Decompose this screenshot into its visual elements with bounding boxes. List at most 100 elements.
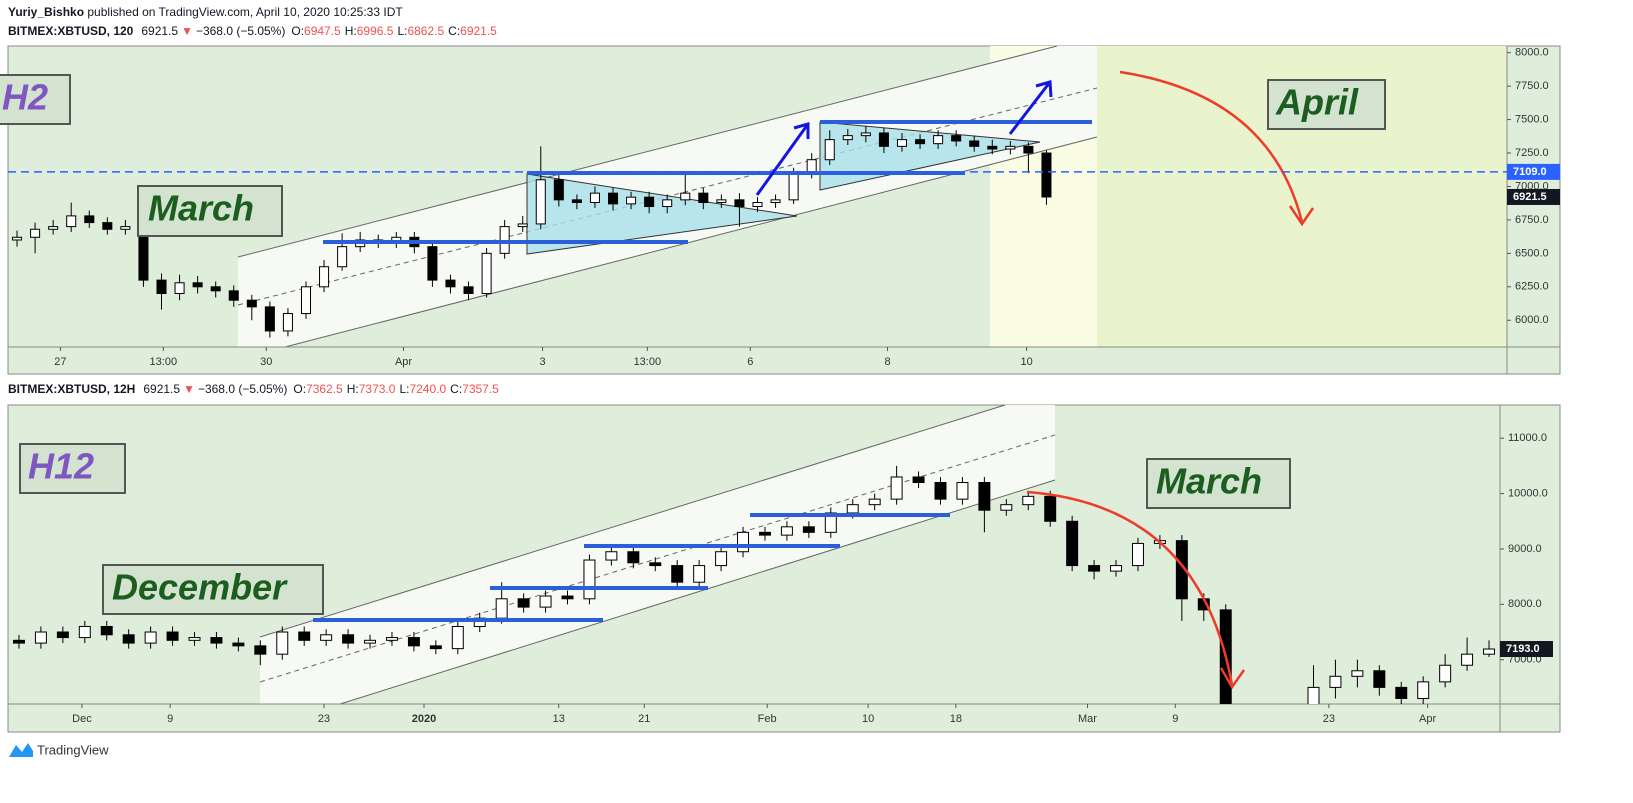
arrow (1119, 70, 1315, 227)
candle-body (300, 286, 312, 315)
candle-body (1461, 653, 1474, 666)
down-icon: ▼ (181, 24, 193, 38)
candle-body (228, 290, 239, 301)
channel-line (237, 45, 1058, 258)
x-tick-label: 8 (884, 356, 890, 368)
x-tick-label: 10 (1020, 356, 1032, 368)
x-tick-label: 27 (54, 356, 66, 368)
x-tick-label: Apr (395, 356, 412, 368)
candle-body (102, 222, 113, 230)
candle-body (788, 172, 799, 201)
candle-body (1439, 664, 1452, 683)
channel-line (339, 479, 1056, 705)
candle-body (978, 482, 991, 511)
candle-body (1041, 152, 1052, 198)
channel-mid (259, 434, 1056, 683)
x-tick-label: 2020 (412, 713, 436, 725)
candle-body (1483, 648, 1496, 655)
ohlc-key: H: (345, 24, 357, 38)
candle-body (1417, 681, 1430, 699)
candle-body (34, 631, 47, 644)
candle-body (589, 192, 600, 204)
price-tag (1507, 188, 1560, 205)
candle-body (770, 199, 781, 204)
candle-body (12, 639, 25, 644)
candle-body (608, 192, 619, 205)
x-tick-label: 6 (747, 356, 753, 368)
candle-body (933, 135, 944, 145)
arrow (1008, 80, 1053, 135)
candle-body (715, 551, 728, 567)
price-tag (1500, 641, 1553, 658)
x-tick-label: Mar (1078, 713, 1097, 725)
candle-body (120, 226, 131, 230)
arrow (755, 122, 810, 196)
candle-body (956, 482, 969, 500)
candle-body (649, 562, 662, 567)
candle-body (824, 139, 835, 161)
candle-body (499, 226, 510, 254)
candle-body (583, 559, 596, 600)
candle-body (451, 625, 464, 650)
drawings: H12 December March (19, 443, 1291, 690)
x-tick-label: 9 (1172, 713, 1178, 725)
drawings: H2 March April (0, 70, 1386, 244)
candle-body (878, 132, 889, 147)
candle-body (12, 236, 23, 241)
channel-line (259, 404, 1006, 638)
published: published on TradingView.com, April 10, … (87, 5, 403, 19)
arrow (1026, 490, 1246, 690)
y-tick-label: 7250.0 (1515, 147, 1549, 159)
candle-body (693, 565, 706, 583)
candle-body (1329, 675, 1342, 688)
candles (12, 126, 1052, 338)
candle-body (605, 551, 618, 561)
price-tag (1507, 163, 1560, 180)
symbol-line: BITMEX:XBTUSD, 120 6921.5 ▼ −368.0 (−5.05%)… (8, 24, 497, 38)
candle-body (342, 634, 355, 644)
candle-body (842, 135, 853, 141)
x-tick-label: 9 (167, 713, 173, 725)
candle-body (210, 637, 223, 644)
ohlc-value: 7373.0 (359, 382, 396, 396)
candle-body (553, 179, 564, 201)
candle-body (680, 192, 691, 201)
author: Yuriy_Bishko (8, 5, 84, 19)
candle-body (188, 637, 201, 641)
candle-body (539, 595, 552, 608)
symbol-line: BITMEX:XBTUSD, 12H 6921.5 ▼ −368.0 (−5.05%)… (8, 382, 499, 396)
candle-body (860, 132, 871, 137)
candle-body (122, 634, 135, 644)
symbol: BITMEX:XBTUSD, 120 (8, 24, 134, 38)
ohlc-key: O: (293, 382, 306, 396)
candle-body (463, 286, 474, 294)
ohlc-value: 6996.5 (357, 24, 394, 38)
candle-body (737, 531, 750, 553)
candle-body (535, 179, 546, 225)
ohlc-value: 6947.5 (304, 24, 341, 38)
candle-body (896, 139, 907, 147)
last-price: 6921.5 (141, 24, 178, 38)
note-box (1146, 458, 1291, 509)
y-tick-label: 11000.0 (1508, 432, 1547, 444)
candle-body (802, 526, 815, 533)
y-tick-label: 6250.0 (1515, 281, 1549, 293)
y-tick-label: 10000.0 (1508, 487, 1548, 499)
candle-body (1005, 145, 1016, 150)
candle-body (78, 625, 91, 639)
candle-body (337, 246, 348, 268)
x-tick-label: 13:00 (634, 356, 662, 368)
y-tick-label: 6750.0 (1515, 214, 1549, 226)
y-tick-label: 9000.0 (1508, 543, 1542, 555)
change: −368.0 (−5.05%) (198, 382, 287, 396)
candle-body (319, 266, 330, 288)
ohlc-value: 7357.5 (462, 382, 499, 396)
y-tick-label: 7500.0 (1515, 113, 1549, 125)
note-box (137, 185, 283, 237)
candle-body (734, 199, 745, 208)
x-tick-label: Apr (1419, 713, 1436, 725)
candle-body (385, 637, 398, 641)
note: H12 (28, 446, 94, 487)
brand: TradingView (37, 742, 109, 757)
